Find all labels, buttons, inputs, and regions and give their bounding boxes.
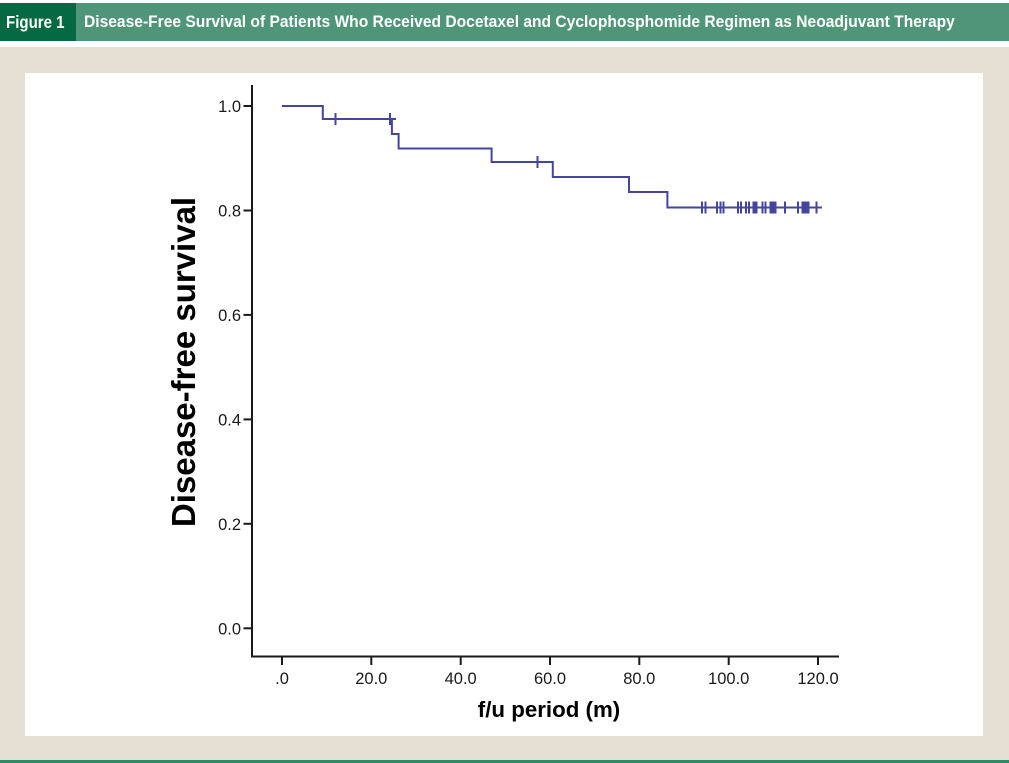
svg-text:Disease-free survival: Disease-free survival xyxy=(165,197,202,527)
svg-text:0.0: 0.0 xyxy=(218,620,241,638)
svg-text:100.0: 100.0 xyxy=(708,670,749,688)
svg-text:40.0: 40.0 xyxy=(445,670,477,688)
svg-text:0.6: 0.6 xyxy=(218,307,241,325)
svg-text:0.8: 0.8 xyxy=(218,203,241,221)
svg-text:120.0: 120.0 xyxy=(797,670,838,688)
svg-text:20.0: 20.0 xyxy=(355,670,387,688)
svg-text:60.0: 60.0 xyxy=(534,670,566,688)
svg-text:f/u period (m): f/u period (m) xyxy=(478,697,620,722)
svg-text:0.4: 0.4 xyxy=(218,411,241,429)
svg-text:.0: .0 xyxy=(275,670,289,688)
svg-text:80.0: 80.0 xyxy=(623,670,655,688)
svg-text:0.2: 0.2 xyxy=(218,516,241,534)
svg-text:1.0: 1.0 xyxy=(218,98,241,116)
